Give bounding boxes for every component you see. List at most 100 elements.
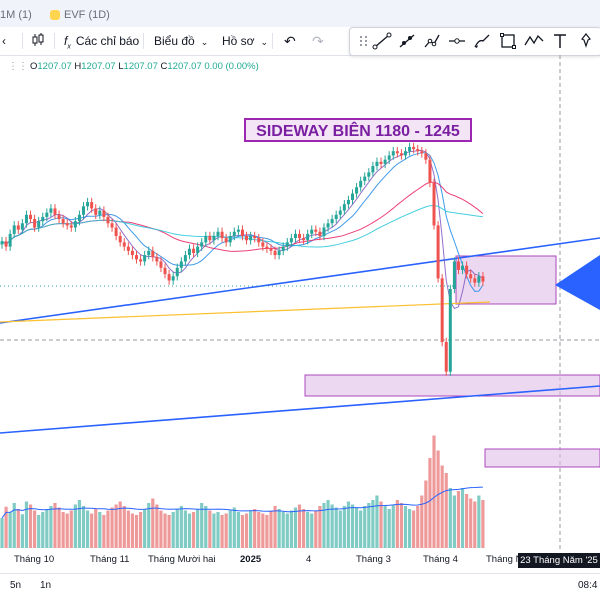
range-1d-button[interactable]: 1n [40, 580, 52, 591]
candle [106, 216, 110, 224]
candle [53, 208, 57, 215]
volume-bar [37, 515, 41, 548]
pin-icon[interactable] [575, 31, 597, 51]
volume-bar [465, 494, 469, 548]
rectangle-icon[interactable] [497, 31, 519, 51]
volume-bar [371, 500, 375, 548]
volume-bar [249, 510, 253, 548]
candle [16, 225, 20, 230]
volume-bar [98, 512, 102, 548]
volume-bar [175, 509, 179, 548]
tab-1m[interactable]: 1M (1) [0, 6, 32, 24]
candle [306, 233, 310, 241]
tab-evf-label: EVF (1D) [64, 9, 110, 21]
price-chart[interactable] [0, 55, 600, 550]
volume-bar [354, 507, 359, 548]
chevron-left-icon[interactable]: ‹ [2, 34, 6, 48]
volume-bar [285, 513, 289, 548]
volume-bar [456, 491, 461, 548]
volume-bar [399, 503, 404, 548]
volume-bar [114, 504, 118, 548]
drag-handle-icon[interactable] [353, 31, 375, 51]
candle [420, 151, 424, 154]
x-tick-label: Tháng N [486, 554, 523, 565]
candle [334, 214, 338, 220]
time-axis[interactable]: Tháng 10 Tháng 11 Tháng Mười hai 2025 4 … [0, 550, 600, 570]
candle [403, 151, 407, 156]
volume-bar [94, 509, 98, 548]
volume-bar [220, 515, 224, 548]
chevron-down-icon: ⌄ [200, 37, 209, 47]
volume-bar [420, 495, 424, 548]
pen-icon[interactable] [421, 31, 443, 51]
volume-bar [448, 488, 452, 548]
candle [387, 155, 391, 160]
candle [139, 259, 143, 262]
volume-bar [73, 504, 77, 548]
candle [122, 242, 126, 247]
undo-icon[interactable]: ↶ [284, 33, 296, 49]
candle [45, 212, 49, 217]
indicators-button[interactable]: fx Các chỉ báo [64, 32, 139, 50]
candle [24, 214, 28, 224]
candle [130, 250, 134, 256]
volume-bar [204, 506, 208, 548]
volume-bar [143, 509, 147, 548]
x-tick-label: Tháng 4 [423, 554, 458, 565]
ray-icon[interactable] [396, 31, 418, 51]
volume-bar [440, 465, 444, 548]
target-arrow-marker [555, 255, 600, 310]
volume-bar [122, 506, 126, 548]
candle [293, 233, 297, 239]
x-tick-label: 4 [306, 554, 312, 565]
candle [192, 248, 196, 253]
candle [465, 265, 469, 275]
profile-button[interactable]: Hồ sơ ⌄ [222, 32, 268, 50]
volume-bar [412, 510, 416, 548]
candle-style-button[interactable] [31, 32, 45, 50]
candle [118, 236, 122, 243]
volume-bar [16, 509, 20, 548]
horizontal-line-icon[interactable] [446, 31, 468, 51]
candle [0, 241, 4, 245]
volume-bar [41, 512, 45, 548]
volume-bar [179, 506, 183, 548]
volume-bar [257, 512, 261, 548]
brush-icon[interactable] [471, 31, 493, 51]
candle [151, 250, 155, 258]
candle [187, 248, 191, 256]
collapse-icon[interactable]: ⋮⋮ [8, 61, 28, 72]
symbol-icon [50, 10, 60, 21]
candle [236, 229, 240, 232]
candle [302, 238, 306, 241]
volume-bar [395, 500, 399, 548]
candle [412, 146, 416, 150]
path-icon[interactable] [523, 31, 545, 51]
candle [102, 210, 106, 217]
range-5d-button[interactable]: 5n [10, 580, 22, 591]
candle [273, 250, 277, 256]
candle [318, 231, 322, 236]
text-icon[interactable] [549, 31, 571, 51]
volume-bar [424, 480, 428, 548]
candle [41, 216, 45, 222]
candle [240, 229, 244, 236]
volume-bar [236, 512, 240, 548]
tab-evf[interactable]: EVF (1D) [50, 6, 110, 24]
volume-bar [265, 515, 269, 548]
volume-bar [383, 506, 387, 548]
redo-icon[interactable]: ↷ [312, 33, 324, 49]
chart-type-button[interactable]: Biểu đồ ⌄ [154, 32, 208, 50]
trend-line-icon[interactable] [371, 31, 393, 51]
candle [69, 225, 73, 228]
candle [477, 276, 481, 283]
sideway-annotation[interactable]: SIDEWAY BIÊN 1180 - 1245 [244, 118, 472, 142]
candle [61, 219, 65, 224]
candle [4, 241, 8, 247]
volume-bar [200, 503, 204, 548]
candle [285, 242, 289, 247]
candle [249, 236, 253, 241]
candle [224, 238, 228, 243]
volume-bar [432, 435, 436, 548]
volume-bar [196, 509, 200, 548]
